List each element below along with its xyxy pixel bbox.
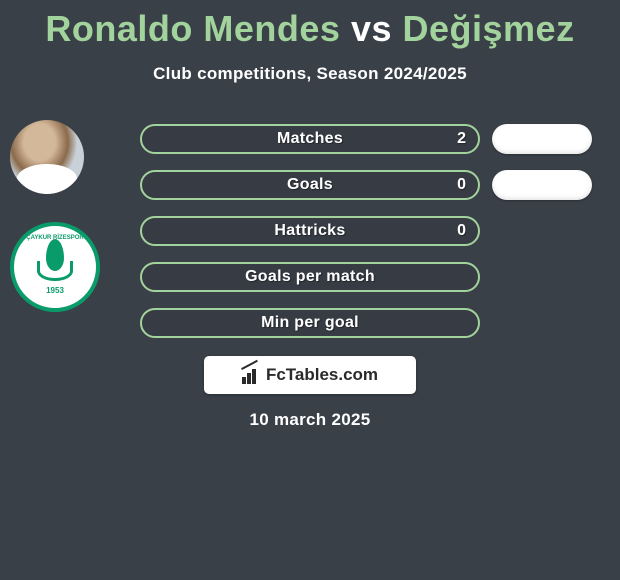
stat-label: Min per goal [261,314,359,332]
stat-label: Matches [277,130,343,148]
stat-row: Goals 0 [140,170,480,200]
player1-avatar [10,120,84,194]
stat-row: Hattricks 0 [140,216,480,246]
stat-label: Hattricks [274,222,345,240]
player2-name: Değişmez [403,8,575,49]
player2-value-pill [492,170,592,200]
player-avatars: ÇAYKUR RİZESPOR 1953 [10,120,100,340]
season-subtitle: Club competitions, Season 2024/2025 [0,64,620,84]
branding-text: FcTables.com [266,365,378,385]
stat-value-player1: 0 [457,222,466,240]
branding-box: FcTables.com [204,356,416,394]
vs-text: vs [351,8,392,49]
date-text: 10 march 2025 [0,410,620,430]
player2-club-logo: ÇAYKUR RİZESPOR 1953 [10,222,100,312]
stat-row: Min per goal [140,308,480,338]
stats-column: Matches 2 Goals 0 Hattricks 0 Goals per match M… [140,124,480,354]
player2-pills [492,124,592,354]
stat-label: Goals [287,176,333,194]
stat-label: Goals per match [245,268,375,286]
stat-value-player1: 2 [457,130,466,148]
player2-value-pill [492,124,592,154]
stat-row: Goals per match [140,262,480,292]
player1-name: Ronaldo Mendes [45,8,340,49]
stat-row: Matches 2 [140,124,480,154]
comparison-title: Ronaldo Mendes vs Değişmez [0,0,620,50]
stat-value-player1: 0 [457,176,466,194]
club-year: 1953 [25,286,85,295]
chart-icon [242,366,262,384]
